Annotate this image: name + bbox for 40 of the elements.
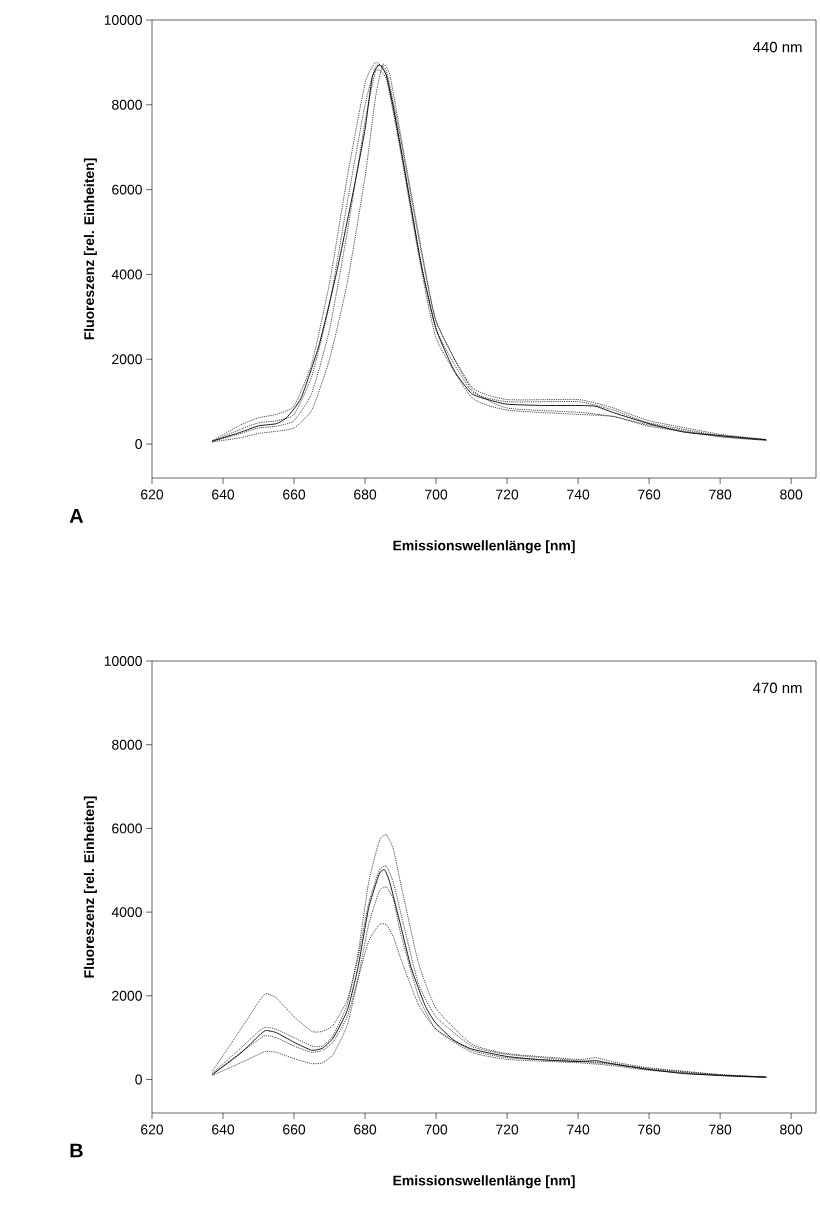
y-tick-label: 2000 — [112, 990, 142, 1001]
x-tick-label: 700 — [425, 1124, 448, 1135]
x-tick-label: 660 — [283, 1124, 306, 1135]
text: B — [70, 1143, 83, 1158]
x-tick-label: 660 — [283, 489, 306, 500]
x-tick-label: 740 — [567, 1124, 590, 1135]
x-tick-label: 800 — [780, 1124, 803, 1135]
x-tick-label: 760 — [638, 489, 661, 500]
text: A — [69, 509, 84, 523]
x-tick-label: 620 — [141, 1124, 164, 1135]
x-tick-label: 640 — [212, 1124, 235, 1135]
x-tick-label: 780 — [709, 1124, 732, 1135]
y-tick-label: 8000 — [112, 99, 142, 110]
x-tick-label: 620 — [141, 489, 164, 500]
x-tick-label: 800 — [780, 489, 803, 500]
y-tick-label: 4000 — [111, 907, 142, 918]
annotation: 470 nm — [753, 682, 802, 694]
y-axis-title: Fluoreszenz [rel. Einheiten] — [83, 796, 97, 978]
y-tick-label: 0 — [135, 1074, 142, 1085]
annotation: 440 nm — [753, 41, 802, 53]
x-axis-title: Emissionswellenlänge [nm] — [393, 1175, 575, 1189]
x-tick-label: 720 — [496, 1124, 519, 1135]
y-tick-label: 10000 — [104, 15, 142, 25]
x-tick-label: 760 — [638, 1124, 661, 1135]
x-tick-label: 700 — [425, 489, 448, 500]
x-tick-label: 780 — [709, 489, 732, 500]
x-axis-title: Emissionswellenlänge [nm] — [393, 540, 575, 554]
y-tick-label: 10000 — [104, 656, 142, 666]
y-tick-label: 0 — [135, 439, 142, 450]
y-axis-title: Fluoreszenz [rel. Einheiten] — [83, 158, 97, 340]
y-tick-label: 8000 — [112, 739, 142, 750]
y-tick-label: 2000 — [112, 354, 142, 365]
y-tick-label: 6000 — [112, 823, 142, 834]
y-tick-label: 6000 — [112, 184, 142, 195]
x-tick-label: 680 — [354, 1124, 377, 1135]
x-tick-label: 640 — [212, 489, 235, 500]
x-tick-label: 680 — [354, 489, 377, 500]
y-tick-label: 4000 — [111, 269, 142, 280]
x-tick-label: 740 — [567, 489, 590, 500]
x-tick-label: 720 — [496, 489, 519, 500]
